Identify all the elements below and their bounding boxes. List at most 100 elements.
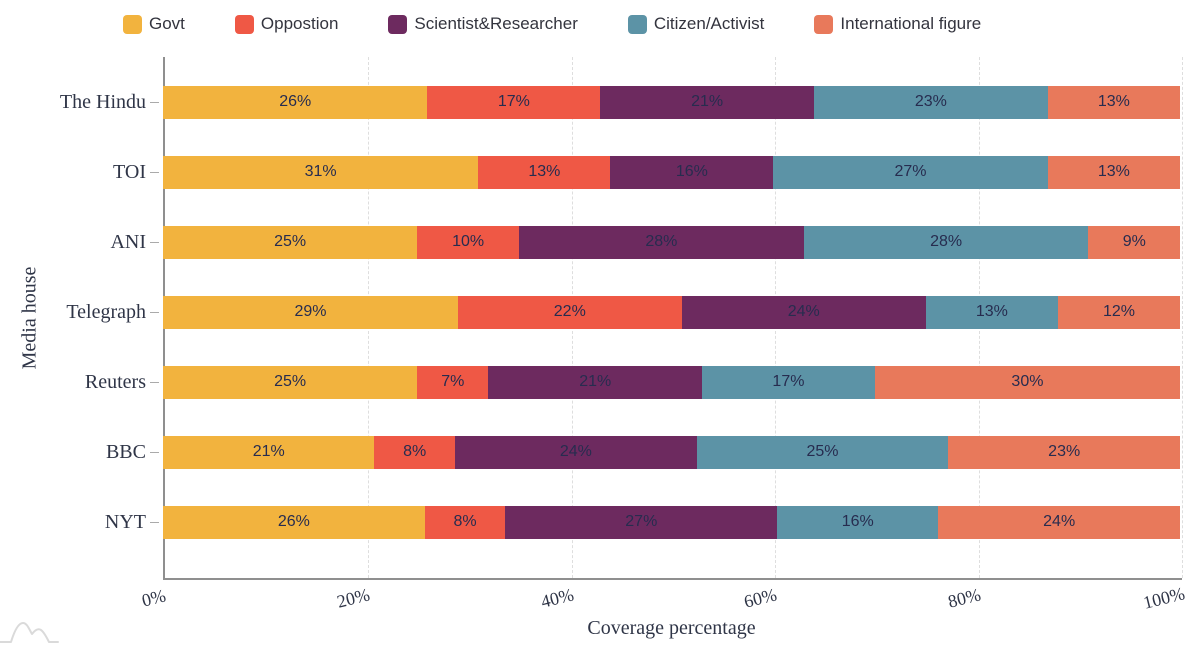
bar-segment-scientist-researcher: 21%: [600, 85, 814, 119]
bar-row-reuters: Reuters 25% 7% 21% 17% 30%: [0, 347, 1180, 417]
bar-segment-citizen-activist: 23%: [813, 85, 1048, 119]
category-label: NYT: [104, 510, 146, 533]
x-axis-title: Coverage percentage: [587, 617, 756, 639]
category-tick: [150, 451, 159, 453]
bar-value-label: 16%: [841, 513, 874, 530]
category-label: TOI: [113, 160, 146, 183]
bar-value-label: 17%: [497, 93, 530, 110]
stacked-bar: 31% 13% 16% 27% 13%: [163, 155, 1180, 189]
stacked-bar: 25% 7% 21% 17% 30%: [163, 365, 1180, 399]
legend-swatch-oppostion: [234, 14, 254, 34]
bar-value-label: 27%: [894, 163, 927, 180]
bar-segment-international-figure: 24%: [938, 505, 1180, 539]
bar-row-bbc: BBC 21% 8% 24% 25% 23%: [0, 417, 1180, 487]
bar-segment-scientist-researcher: 21%: [488, 365, 702, 399]
bar-value-label: 10%: [452, 233, 485, 250]
category-label: The Hindu: [59, 90, 146, 113]
bar-segment-citizen-activist: 28%: [803, 225, 1089, 259]
bar-segment-citizen-activist: 17%: [702, 365, 875, 399]
bar-value-label: 26%: [279, 93, 312, 110]
bar-segment-citizen-activist: 16%: [777, 505, 939, 539]
bar-segment-scientist-researcher: 16%: [610, 155, 774, 189]
legend-item-scientist-researcher[interactable]: Scientist&Researcher: [388, 14, 578, 34]
bar-row-toi: TOI 31% 13% 16% 27% 13%: [0, 137, 1180, 207]
x-tick-label-0: 0%: [139, 585, 168, 611]
legend-label-govt: Govt: [149, 14, 185, 33]
category-tick: [150, 381, 159, 383]
bar-segment-international-figure: 9%: [1088, 225, 1181, 259]
bar-value-label: 23%: [914, 93, 947, 110]
bar-value-label: 22%: [553, 303, 586, 320]
bar-value-label: 25%: [274, 233, 307, 250]
bar-row-telegraph: Telegraph 29% 22% 24% 13% 12%: [0, 277, 1180, 347]
bar-value-label: 24%: [1043, 513, 1076, 530]
x-tick-label-40: 40%: [538, 584, 576, 612]
bar-value-label: 28%: [930, 233, 963, 250]
legend-swatch-international-figure: [814, 14, 834, 34]
stacked-bar: 26% 17% 21% 23% 13%: [163, 85, 1180, 119]
legend-item-international-figure[interactable]: International figure: [814, 14, 981, 34]
legend-label-oppostion: Oppostion: [260, 14, 339, 33]
bar-value-label: 25%: [274, 373, 307, 390]
bar-segment-govt: 31%: [163, 155, 479, 189]
bar-value-label: 21%: [579, 373, 612, 390]
bar-value-label: 13%: [1097, 93, 1130, 110]
legend-swatch-citizen-activist: [627, 14, 647, 34]
legend-label-citizen-activist: Citizen/Activist: [653, 14, 765, 33]
bar-value-label: 25%: [806, 443, 839, 460]
bar-segment-govt: 25%: [163, 365, 418, 399]
bar-segment-scientist-researcher: 24%: [455, 435, 697, 469]
legend-item-citizen-activist[interactable]: Citizen/Activist: [627, 14, 765, 34]
bar-segment-oppostion: 8%: [424, 505, 506, 539]
bar-segment-international-figure: 13%: [1047, 85, 1180, 119]
bar-segment-govt: 21%: [163, 435, 375, 469]
category-tick: [150, 521, 159, 523]
bar-value-label: 13%: [1097, 163, 1130, 180]
bar-segment-international-figure: 30%: [874, 365, 1180, 399]
chart-legend: Govt Oppostion Scientist&Researcher Citizen…: [123, 14, 981, 34]
bar-segment-oppostion: 17%: [427, 85, 601, 119]
bar-value-label: 27%: [625, 513, 658, 530]
x-tick-label-100: 100%: [1141, 583, 1187, 613]
bar-value-label: 24%: [787, 303, 820, 320]
bar-segment-citizen-activist: 13%: [925, 295, 1058, 329]
legend-item-oppostion[interactable]: Oppostion: [234, 14, 339, 34]
legend-item-govt[interactable]: Govt: [123, 14, 185, 34]
bar-segment-international-figure: 13%: [1047, 155, 1180, 189]
bar-value-label: 28%: [645, 233, 678, 250]
bar-segment-govt: 26%: [163, 85, 428, 119]
bar-value-label: 7%: [441, 373, 465, 390]
bar-value-label: 30%: [1011, 373, 1044, 390]
bar-segment-oppostion: 22%: [457, 295, 682, 329]
bar-row-the-hindu: The Hindu 26% 17% 21% 23% 13%: [0, 67, 1180, 137]
watermark-logo: [0, 622, 59, 643]
bar-value-label: 31%: [304, 163, 337, 180]
x-tick-label-80: 80%: [945, 584, 983, 612]
bar-segment-international-figure: 23%: [948, 435, 1180, 469]
bar-segment-scientist-researcher: 27%: [505, 505, 778, 539]
bar-segment-govt: 26%: [163, 505, 425, 539]
grid-line-100: [1182, 57, 1183, 578]
bar-value-label: 16%: [675, 163, 708, 180]
bar-value-label: 12%: [1102, 303, 1135, 320]
bar-value-label: 29%: [294, 303, 327, 320]
bar-segment-govt: 25%: [163, 225, 418, 259]
legend-label-scientist-researcher: Scientist&Researcher: [414, 14, 578, 33]
bar-value-label: 21%: [252, 443, 285, 460]
bar-segment-scientist-researcher: 24%: [681, 295, 926, 329]
category-label: ANI: [110, 230, 146, 253]
category-label: Telegraph: [66, 300, 146, 323]
bar-value-label: 17%: [772, 373, 805, 390]
category-tick: [150, 171, 159, 173]
bar-value-label: 8%: [453, 513, 477, 530]
legend-label-international-figure: International figure: [840, 14, 982, 33]
category-tick: [150, 101, 159, 103]
bar-value-label: 9%: [1122, 233, 1146, 250]
legend-swatch-govt: [123, 14, 142, 34]
bar-value-label: 23%: [1048, 443, 1081, 460]
bar-value-label: 24%: [559, 443, 592, 460]
bar-row-ani: ANI 25% 10% 28% 28% 9%: [0, 207, 1181, 277]
bar-segment-oppostion: 7%: [417, 365, 489, 399]
bar-value-label: 13%: [528, 163, 561, 180]
